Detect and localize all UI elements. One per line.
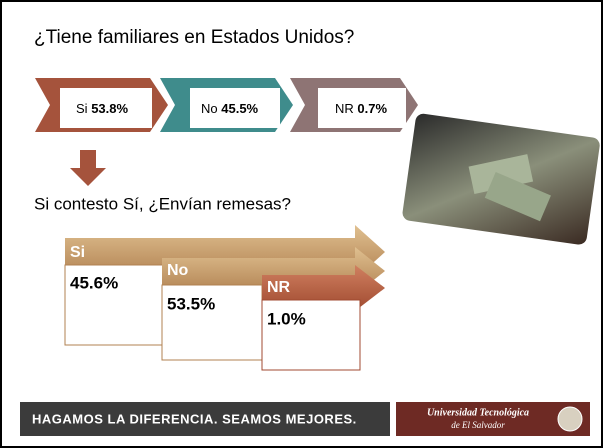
title: ¿Tiene familiares en Estados Unidos? [34, 27, 354, 48]
answer-text: Si 53.8% [76, 101, 128, 116]
answer-percent: 53.5% [167, 294, 215, 313]
logo-emblem [558, 407, 582, 431]
slogan: HAGAMOS LA DIFERENCIA. SEAMOS MEJORES. [32, 411, 357, 426]
logo-text: de El Salvador [451, 420, 505, 430]
answer-label: No [201, 101, 218, 116]
answer-label: NR [335, 101, 354, 116]
answer-percent: 53.8% [91, 101, 128, 116]
answer-text: No 45.5% [201, 101, 259, 116]
answer-label: NR [267, 279, 291, 296]
answer-label: Si [76, 101, 88, 116]
answer-percent: 0.7% [357, 101, 387, 116]
answer-label: No [167, 262, 189, 279]
answer-percent: 1.0% [267, 309, 306, 328]
answer-percent: 45.6% [70, 273, 118, 292]
answer-text: NR 0.7% [335, 101, 387, 116]
answer-percent: 45.5% [221, 101, 258, 116]
slide: ¿Tiene familiares en Estados Unidos? Si … [0, 0, 603, 448]
page: ¿Tiene familiares en Estados Unidos? Si … [0, 0, 603, 448]
question: Si contesto Sí, ¿Envían remesas? [34, 194, 291, 213]
logo-text: Universidad Tecnológica [427, 407, 529, 418]
answer-label: Si [70, 244, 85, 261]
